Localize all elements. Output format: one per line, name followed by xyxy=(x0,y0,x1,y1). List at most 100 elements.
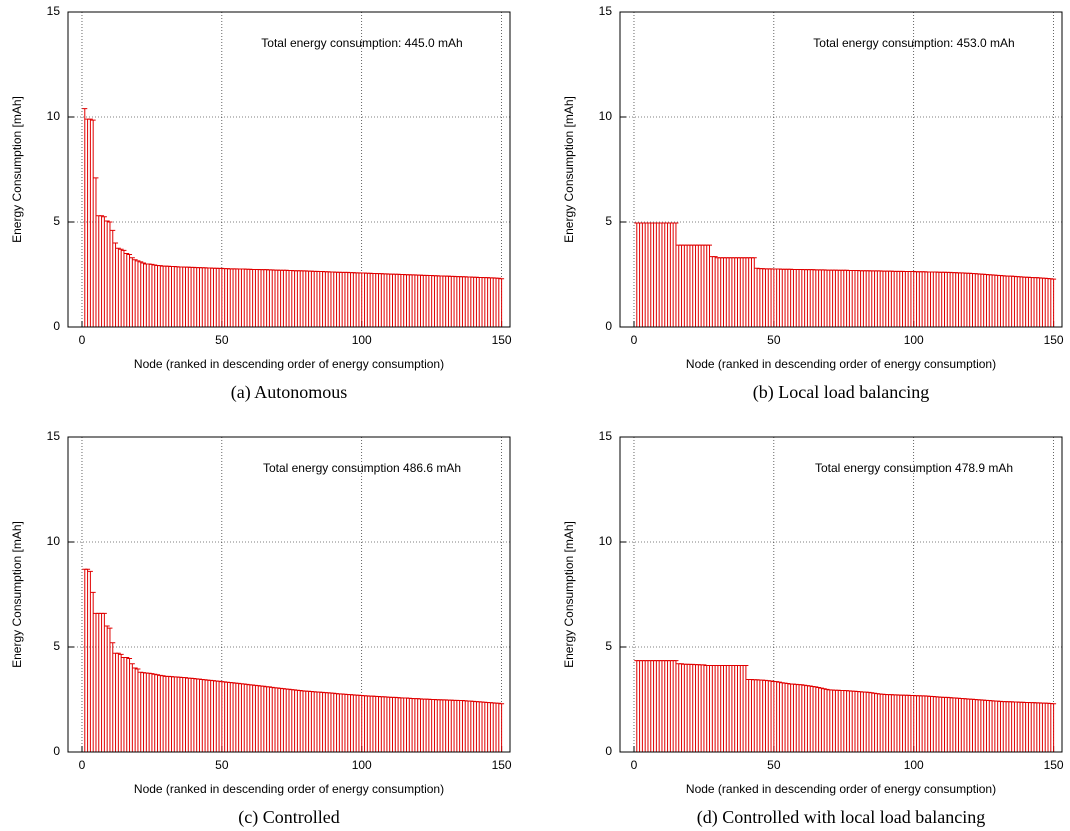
bar xyxy=(308,691,314,752)
bar xyxy=(914,271,920,327)
bar xyxy=(180,676,186,752)
bar xyxy=(849,270,855,327)
bar xyxy=(222,268,228,327)
bar xyxy=(774,268,780,327)
bar xyxy=(275,687,281,752)
bar xyxy=(205,267,211,327)
bar xyxy=(390,696,396,752)
bar xyxy=(698,244,704,327)
bar xyxy=(748,679,754,752)
x-tick-label: 0 xyxy=(631,758,638,772)
bar xyxy=(208,679,214,752)
bar xyxy=(426,275,432,327)
bar xyxy=(863,691,869,752)
bar xyxy=(813,686,819,752)
bar xyxy=(160,675,166,752)
bar xyxy=(443,699,449,752)
bar xyxy=(807,269,813,327)
bar xyxy=(289,270,295,327)
bar xyxy=(261,685,267,752)
bar xyxy=(969,272,975,327)
bar xyxy=(656,660,662,752)
bar xyxy=(746,679,752,752)
bar xyxy=(648,660,654,752)
bar xyxy=(978,699,984,752)
bar xyxy=(311,270,317,327)
bar xyxy=(90,119,96,327)
bar xyxy=(196,678,202,752)
bar xyxy=(107,221,113,327)
bar xyxy=(96,215,102,327)
bar xyxy=(82,568,88,752)
bar xyxy=(370,695,376,752)
bar xyxy=(659,222,665,327)
bar xyxy=(888,270,894,327)
bar xyxy=(473,276,479,327)
bar xyxy=(894,694,900,752)
bar xyxy=(138,261,144,327)
bar xyxy=(462,276,468,327)
y-tick-label: 15 xyxy=(47,429,61,443)
annotation: Total energy consumption 486.6 mAh xyxy=(263,461,461,475)
bar xyxy=(746,257,752,327)
bar xyxy=(670,660,676,752)
bar xyxy=(465,700,471,752)
bar xyxy=(1039,277,1045,327)
bar xyxy=(331,271,337,327)
bar xyxy=(734,664,740,752)
bar xyxy=(665,222,671,327)
bar xyxy=(334,693,340,752)
bar xyxy=(751,257,757,327)
bar xyxy=(205,679,211,752)
bar xyxy=(90,591,96,752)
bar xyxy=(202,679,208,752)
bar xyxy=(1045,702,1051,752)
bar xyxy=(96,612,102,752)
bar xyxy=(169,676,175,752)
bar xyxy=(900,694,906,752)
bar xyxy=(930,271,936,327)
bar xyxy=(124,253,130,327)
bar xyxy=(947,697,953,752)
bar xyxy=(99,612,105,752)
bar xyxy=(247,684,253,752)
bar xyxy=(762,679,768,752)
bar xyxy=(891,694,897,752)
bar xyxy=(454,276,460,327)
bar xyxy=(487,702,493,752)
bar xyxy=(412,274,418,327)
bar xyxy=(967,272,973,327)
bar xyxy=(238,683,244,752)
bar xyxy=(813,269,819,327)
bar xyxy=(760,268,766,327)
bar xyxy=(286,270,292,327)
bar xyxy=(975,699,981,752)
bar xyxy=(936,696,942,752)
bar xyxy=(911,695,917,752)
bar xyxy=(306,270,312,327)
bar xyxy=(261,269,267,327)
bar xyxy=(348,272,354,327)
bar xyxy=(451,275,457,327)
bar xyxy=(877,270,883,327)
y-tick-label: 15 xyxy=(599,4,613,18)
bar xyxy=(788,683,794,752)
bar xyxy=(902,271,908,327)
bar xyxy=(303,690,309,752)
bar xyxy=(213,680,219,752)
y-tick-label: 10 xyxy=(599,534,613,548)
x-tick-label: 50 xyxy=(767,758,781,772)
bar xyxy=(874,693,880,752)
bar xyxy=(420,274,426,327)
bar xyxy=(143,263,149,327)
bar xyxy=(838,269,844,327)
bar xyxy=(1014,701,1020,752)
bar xyxy=(132,259,138,327)
bar xyxy=(378,696,384,752)
bar xyxy=(933,271,939,327)
bar xyxy=(908,695,914,752)
bar xyxy=(768,268,774,327)
bar xyxy=(339,693,345,752)
bar xyxy=(443,275,449,327)
